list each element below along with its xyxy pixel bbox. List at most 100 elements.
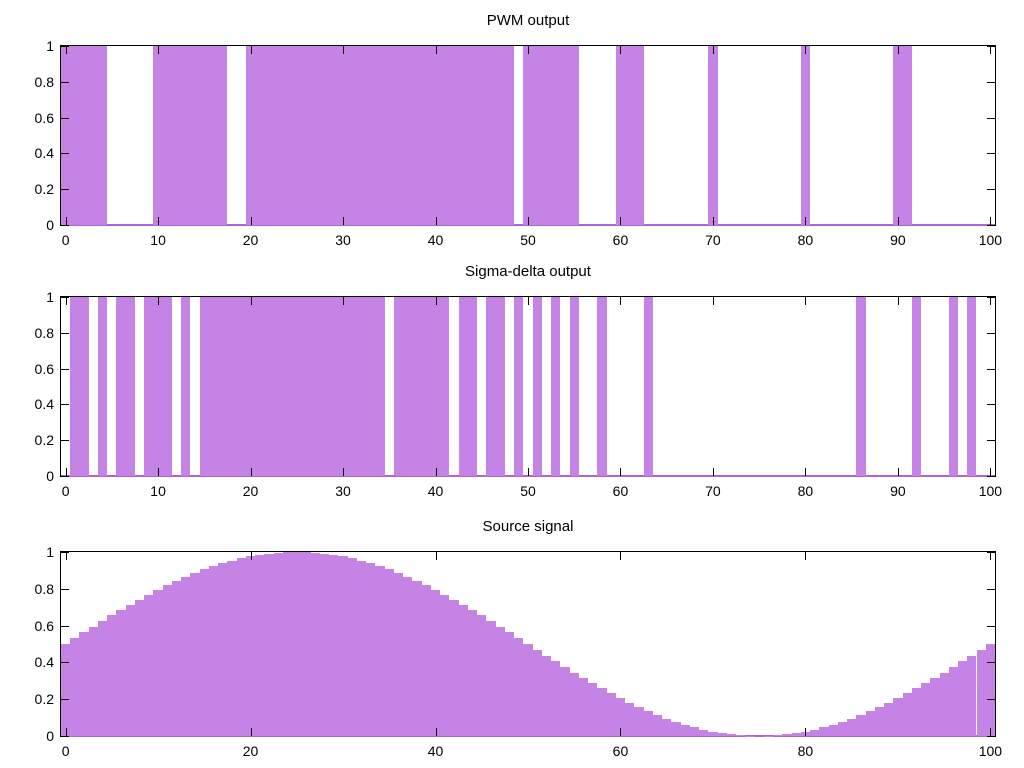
signal-sample-bar [245,556,256,736]
signal-sample-bar [532,649,542,736]
signal-sample-bar [384,569,394,736]
x-tick-mark [990,297,992,305]
x-tick-mark [897,46,899,54]
x-tick-mark [897,297,899,305]
x-tick-mark [343,46,345,54]
x-tick-mark [435,46,437,54]
signal-sample-bar [865,711,875,736]
signal-sample-bar [227,560,237,736]
signal-sample-bar [634,706,644,736]
signal-sample-bar [319,553,330,736]
y-tick-mark [61,662,69,664]
y-tick-mark [61,189,69,191]
y-tick-mark [987,476,995,477]
signal-sample-bar [440,594,450,736]
signal-sample-bar [643,711,653,736]
y-tick-mark [61,736,69,737]
signal-sample-bar [79,632,89,736]
signal-sample-bar [921,683,931,736]
x-tick-mark [343,217,345,225]
x-tick-label: 10 [150,232,166,248]
y-tick-mark [987,368,995,370]
zero-baseline [61,475,995,477]
y-tick-label: 0.4 [34,396,54,413]
x-tick-label: 40 [427,232,444,248]
signal-sample-bar [153,589,163,736]
signal-sample-bar [255,554,265,736]
signal-sample-bar [273,552,283,736]
signal-high-bar [643,297,653,476]
x-tick-mark [435,468,437,476]
y-tick-label: 0 [46,728,54,744]
signal-sample-bar [486,621,496,736]
signal-high-bar [532,297,542,476]
x-tick-mark [805,728,807,736]
signal-sample-bar [652,714,663,736]
x-tick-mark [620,217,622,225]
x-tick-label: 50 [520,232,536,248]
x-tick-mark [528,297,529,305]
signal-sample-bar [347,558,357,736]
x-tick-mark [897,217,899,225]
x-tick-label: 10 [150,483,166,499]
signal-sample-bar [948,666,958,736]
signal-sample-bar [856,714,866,736]
x-tick-mark [65,468,67,476]
source-signal-plot-panel: Source signal 0 20 40 60 80 100 0 0.2 0.4 0.6 0.8 1 [35,518,1003,759]
x-tick-label: 60 [612,483,629,499]
x-tick-mark [65,552,67,560]
y-tick-label: 0.6 [34,617,54,634]
signal-sample-bar [338,556,348,736]
pwm-plot-panel: PWM output 0 10 20 30 40 50 60 70 80 90 100 0 0.2 0.4… [35,12,1003,248]
signal-high-bar [523,46,579,225]
y-tick-label: 0.2 [34,432,54,449]
zero-baseline [61,224,995,226]
x-tick-label: 50 [520,483,536,499]
signal-sample-bar [116,610,126,736]
y-tick-mark [61,368,69,370]
signal-sample-bar [680,724,690,736]
x-tick-label: 20 [242,232,259,248]
signal-high-bar [245,46,515,225]
signal-sample-bar [430,589,441,736]
x-tick-mark [250,552,252,560]
signal-high-bar [569,297,579,476]
x-tick-label: 80 [797,232,814,248]
signal-sample-bar [958,661,968,736]
signal-sample-bar [181,576,191,736]
y-tick-mark [987,153,995,155]
x-tick-mark [990,468,992,476]
x-tick-mark [805,468,807,476]
signal-sample-bar [699,729,709,736]
sigma-delta-plot-panel: Sigma-delta output 0 10 20 30 40 50 60 70 80 90 10… [35,263,1003,499]
y-tick-mark [61,117,69,119]
y-tick-label: 0.8 [34,580,54,597]
signal-sample-bar [282,552,293,736]
x-tick-label: 90 [890,483,906,499]
sigma-delta-plot-title: Sigma-delta output [465,263,591,280]
y-tick-mark [61,404,69,406]
signal-sample-bar [421,585,431,736]
y-tick-mark [61,440,69,442]
x-tick-label: 100 [978,743,1003,759]
signal-sample-bar [597,688,607,736]
x-tick-label: 100 [978,232,1003,248]
signal-sample-bar [403,576,413,736]
signal-sample-bar [773,735,783,736]
signal-sample-bar [449,599,459,736]
x-tick-mark [435,217,437,225]
y-tick-label: 1 [46,289,54,305]
y-tick-mark [987,297,995,298]
signal-sample-bar [671,721,681,736]
x-tick-mark [250,468,252,476]
x-tick-mark [250,297,252,305]
signal-sample-bar [208,566,219,736]
signal-sample-bar [615,698,626,736]
x-tick-label: 70 [705,483,721,499]
y-tick-mark [987,552,995,553]
x-tick-mark [65,728,67,736]
signal-sample-bar [902,693,912,736]
x-tick-mark [990,217,992,225]
signal-sample-bar [911,688,921,736]
x-tick-label: 20 [242,743,259,759]
